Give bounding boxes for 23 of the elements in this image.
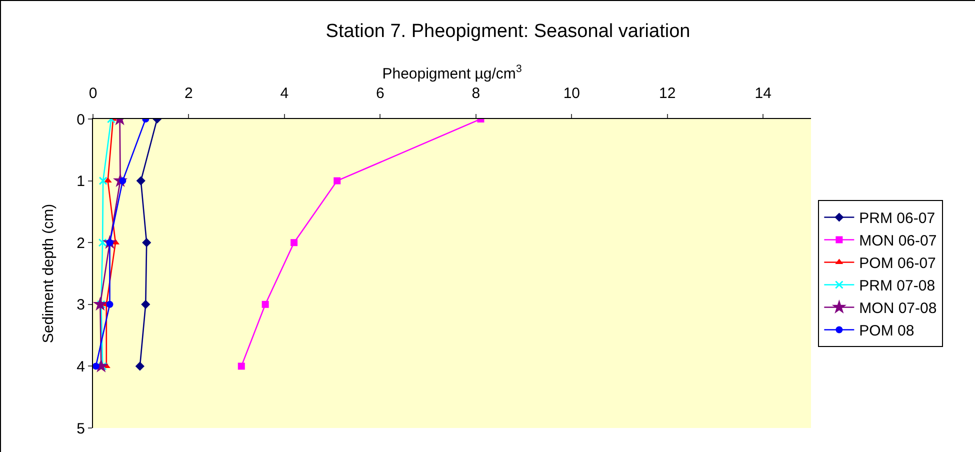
x-tick-label: 8 <box>472 85 480 102</box>
legend-label: POM 08 <box>859 322 914 340</box>
x-tick-label: 2 <box>184 85 193 102</box>
x-tick-label: 0 <box>88 85 98 102</box>
x-tick-label: 4 <box>280 85 289 102</box>
legend-label: POM 06-07 <box>859 255 936 272</box>
y-tick-label: 2 <box>76 234 85 252</box>
y-tick-label: 4 <box>76 358 85 376</box>
x-tick-label: 10 <box>563 85 580 102</box>
legend-label: MON 06-07 <box>859 232 937 250</box>
y-tick-label: 0 <box>76 111 85 128</box>
y-tick-label: 5 <box>76 420 85 438</box>
legend-label: MON 07-08 <box>859 300 937 318</box>
x-axis-title: Pheopigment µg/cm$^{3}$ <box>382 62 522 82</box>
x-tick-label: 14 <box>754 85 772 102</box>
legend-label: PRM 06-07 <box>859 210 936 228</box>
x-tick-label: 6 <box>376 85 384 102</box>
x-tick-label: 12 <box>659 85 676 102</box>
y-tick-label: 3 <box>76 296 85 314</box>
legend-label: PRM 07-08 <box>859 278 936 295</box>
chart-title: Station 7. Pheopigment: Seasonal variation <box>326 20 690 42</box>
y-axis-title: Sediment depth (cm) <box>40 204 57 344</box>
y-tick-label: 1 <box>76 173 85 190</box>
